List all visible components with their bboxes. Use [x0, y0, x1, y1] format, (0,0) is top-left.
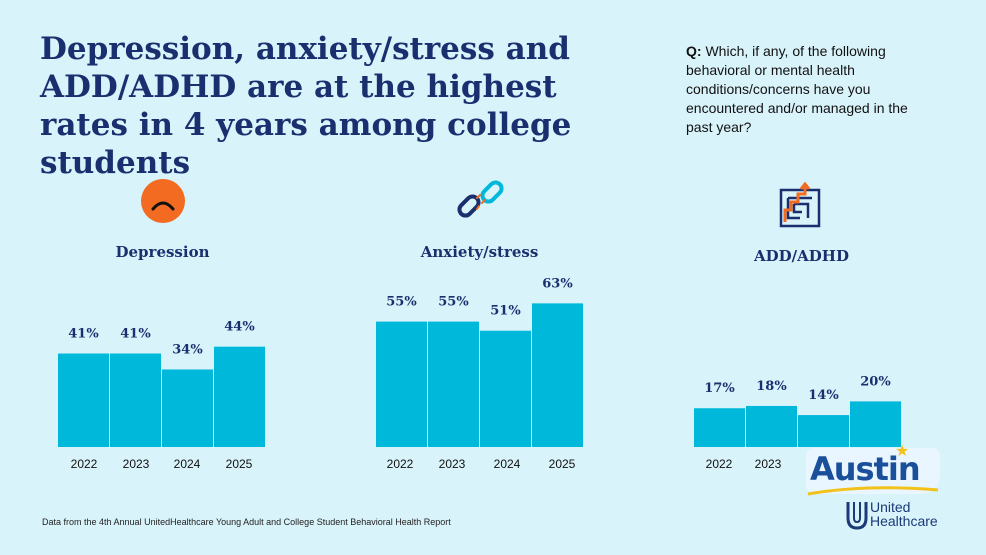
austin-logo: Austin — [810, 450, 921, 488]
data-label: 17% — [704, 381, 735, 396]
survey-question: Q: Which, if any, of the following behav… — [686, 42, 926, 137]
tick-label: 2024 — [494, 457, 521, 471]
bar-0-2023 — [110, 353, 161, 447]
tick-label: 2023 — [123, 457, 150, 471]
tick-label: 2025 — [226, 457, 253, 471]
data-label: 41% — [120, 327, 151, 342]
bar-1-2022 — [376, 321, 427, 447]
united-healthcare-u-icon — [846, 502, 868, 530]
question-text: Which, if any, of the following behavior… — [686, 43, 908, 135]
bar-2-2023 — [746, 405, 797, 447]
headline: Depression, anxiety/stress and ADD/ADHD … — [40, 31, 572, 181]
tick-label: 2022 — [706, 457, 733, 471]
bar-1-2025 — [532, 303, 583, 447]
chart-title-depression: Depression — [115, 243, 210, 261]
question-prefix: Q: — [686, 43, 702, 59]
tick-label: 2023 — [755, 457, 782, 471]
data-label: 44% — [224, 320, 255, 335]
frown-face-icon — [141, 179, 185, 223]
data-label: 34% — [172, 342, 203, 357]
tick-label: 2025 — [549, 457, 576, 471]
data-label: 51% — [490, 304, 521, 319]
swoosh-icon — [807, 486, 939, 496]
united-healthcare-line1: United — [870, 499, 911, 515]
bar-2-2025 — [850, 401, 901, 447]
maze-icon — [779, 182, 821, 228]
bar-1-2023 — [428, 321, 479, 447]
united-healthcare-line2: Healthcare — [870, 513, 938, 529]
austin-logo-badge — [806, 448, 940, 494]
footnote: Data from the 4th Annual UnitedHealthcar… — [42, 517, 451, 527]
data-label: 55% — [386, 295, 417, 310]
star-icon: ★ — [895, 443, 910, 460]
data-label: 41% — [68, 327, 99, 342]
bar-0-2025 — [214, 346, 265, 447]
tick-label: 2022 — [387, 457, 414, 471]
broken-chain-icon — [457, 180, 504, 218]
bar-2-2022 — [694, 408, 745, 447]
tick-label: 2024 — [174, 457, 201, 471]
tick-label: 2023 — [439, 457, 466, 471]
data-label: 18% — [756, 379, 787, 394]
chart-title-anxiety: Anxiety/stress — [420, 243, 539, 261]
chart-title-adhd: ADD/ADHD — [754, 247, 849, 265]
data-label: 20% — [860, 374, 891, 389]
tick-label: 2022 — [71, 457, 98, 471]
bar-0-2022 — [58, 353, 109, 447]
bar-2-2024 — [798, 415, 849, 447]
bar-0-2024 — [162, 369, 213, 447]
united-healthcare-logo: United Healthcare — [870, 500, 938, 528]
data-label: 55% — [438, 295, 469, 310]
data-label: 14% — [808, 388, 839, 403]
data-label: 63% — [542, 276, 573, 291]
bar-1-2024 — [480, 330, 531, 447]
